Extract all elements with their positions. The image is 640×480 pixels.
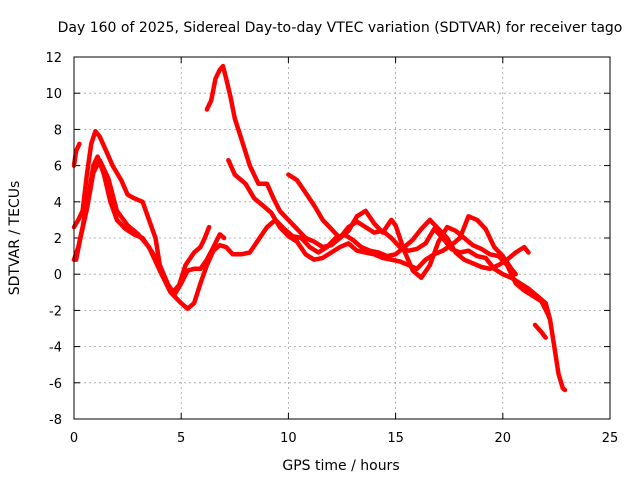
y-tick-label: -4	[49, 341, 62, 356]
axis-ticks: 0 5 10 15 20 25 -8 -6 -4 -2 0 2 4 6 8 10 12	[45, 51, 618, 446]
y-tick-label: -6	[49, 377, 62, 392]
y-tick-label: 0	[54, 268, 62, 283]
y-tick-label: -8	[49, 413, 62, 428]
y-tick-label: 4	[54, 196, 62, 211]
x-tick-label: 10	[280, 431, 297, 446]
y-tick-label: -2	[49, 304, 62, 319]
series-track-2	[71, 128, 212, 295]
data-series	[71, 63, 568, 393]
y-tick-label: 8	[54, 123, 62, 138]
x-tick-label: 5	[177, 431, 185, 446]
series-track-5	[204, 63, 568, 393]
series-track-7	[286, 172, 553, 322]
series-track-8	[532, 322, 548, 340]
x-tick-label: 20	[495, 431, 512, 446]
y-tick-label: 6	[54, 160, 62, 175]
x-tick-label: 25	[602, 431, 619, 446]
series-track-1	[71, 141, 82, 168]
grid	[74, 57, 610, 419]
y-tick-label: 12	[45, 51, 62, 66]
y-tick-label: 10	[45, 87, 62, 102]
x-axis-label: GPS time / hours	[282, 458, 399, 474]
x-tick-label: 0	[70, 431, 78, 446]
x-tick-label: 15	[387, 431, 404, 446]
series-track-6	[226, 157, 518, 277]
y-tick-label: 2	[54, 232, 62, 247]
y-axis-label: SDTVAR / TECUs	[7, 181, 23, 296]
plot-frame	[73, 56, 611, 420]
chart-title: Day 160 of 2025, Sidereal Day-to-day VTE…	[58, 20, 623, 36]
